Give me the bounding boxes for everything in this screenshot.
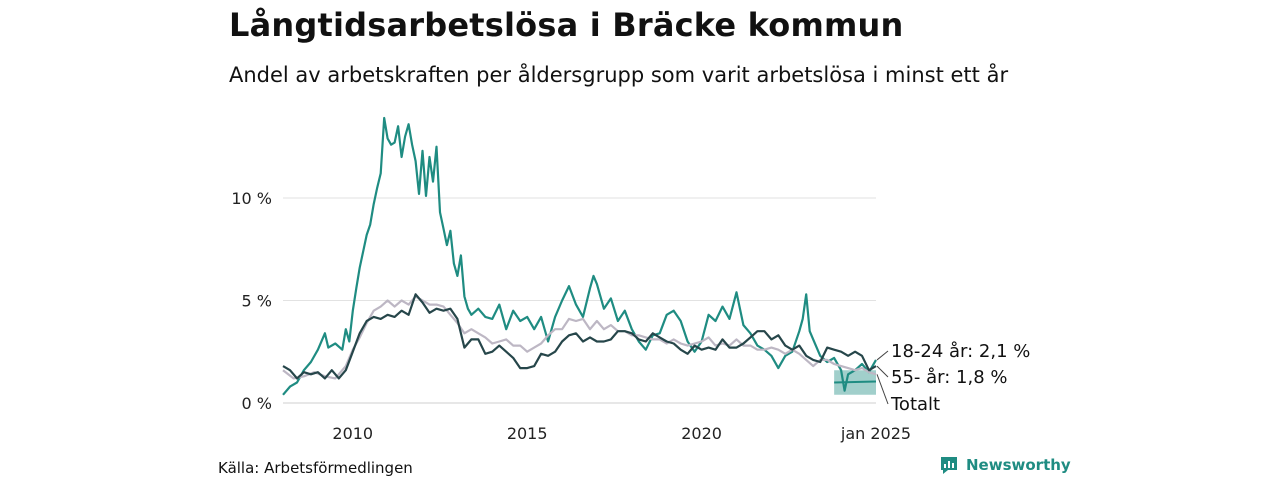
y-tick-label: 10 %	[231, 189, 272, 208]
x-tick-label: jan 2025	[840, 424, 911, 443]
y-axis-labels: 0 % 5 % 10 %	[231, 189, 272, 413]
end-label-connector	[876, 365, 889, 378]
end-label: 18-24 år: 2,1 %	[891, 341, 1030, 362]
series-line-1	[282, 295, 877, 380]
end-label-connector	[876, 374, 889, 405]
band-midline	[834, 380, 877, 384]
gridlines	[283, 197, 876, 404]
chart-subtitle: Andel av arbetskraften per åldersgrupp s…	[229, 63, 1009, 87]
end-labels: 18-24 år: 2,1 % 55- år: 1,8 % Totalt	[876, 341, 1030, 415]
brand-logo[interactable]: Newsworthy	[939, 455, 1071, 475]
y-tick-label: 5 %	[242, 291, 272, 310]
forecast-band	[834, 370, 877, 395]
x-tick-label: 2015	[507, 424, 548, 443]
newsworthy-logo-icon	[941, 457, 957, 474]
chart-title: Långtidsarbetslösa i Bräcke kommun	[229, 6, 904, 44]
end-label-connector	[876, 350, 889, 361]
x-tick-label: 2020	[681, 424, 722, 443]
x-tick-label: 2010	[332, 424, 373, 443]
source-note: Källa: Arbetsförmedlingen	[218, 459, 413, 477]
series-line-0	[282, 116, 877, 396]
y-tick-label: 0 %	[242, 394, 272, 413]
series-line-2	[282, 293, 877, 380]
series-lines	[282, 116, 877, 396]
end-label: Totalt	[890, 394, 940, 415]
brand-name: Newsworthy	[966, 456, 1071, 474]
x-axis-labels: 2010 2015 2020 jan 2025	[332, 424, 911, 443]
end-label: 55- år: 1,8 %	[891, 367, 1007, 388]
